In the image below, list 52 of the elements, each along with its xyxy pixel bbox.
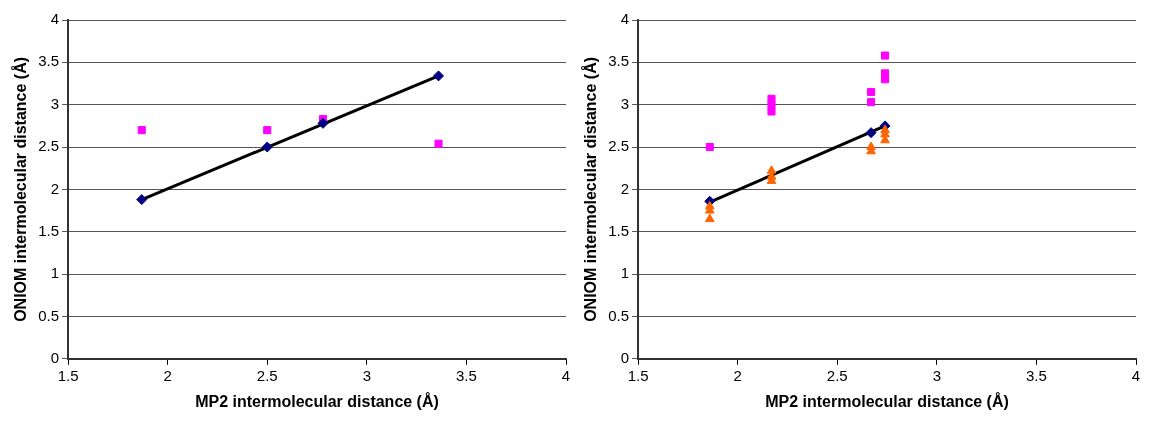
x-tick-label: 2	[163, 366, 172, 384]
y-tick-label: 1.5	[608, 221, 630, 239]
y-axis-title: ONIOM intermolecular distance (Å)	[11, 56, 30, 322]
point	[881, 69, 890, 78]
y-tick-label: 3.5	[38, 52, 60, 70]
y-tick-label: 3	[620, 94, 630, 112]
point	[880, 124, 890, 134]
point	[704, 213, 715, 223]
x-tick-label: 2	[733, 366, 742, 384]
y-tick-label: 2.5	[608, 137, 630, 155]
point	[704, 200, 715, 210]
point	[261, 141, 273, 153]
y-tick-label: 0.5	[38, 306, 60, 324]
point	[867, 98, 876, 107]
x-tick-label: 3	[362, 366, 371, 384]
x-tick-label: 3	[932, 366, 941, 384]
point	[263, 126, 272, 135]
point	[866, 141, 876, 151]
x-axis-title: MP2 intermolecular distance (Å)	[765, 391, 1009, 410]
y-tick-label: 4	[620, 10, 630, 28]
x-tick-label: 3.5	[1025, 366, 1047, 384]
y-tick-label: 2	[50, 179, 60, 197]
y-tick-label: 0.5	[608, 306, 630, 324]
y-axis-title: ONIOM intermolecular distance (Å)	[581, 56, 600, 322]
y-tick-label: 0	[620, 348, 630, 366]
point	[705, 143, 714, 152]
point	[865, 127, 877, 139]
x-tick-label: 4	[561, 366, 571, 384]
x-axis-title: MP2 intermolecular distance (Å)	[195, 391, 439, 410]
x-tick-label: 4	[1131, 366, 1141, 384]
point	[881, 51, 890, 60]
point	[137, 126, 146, 135]
y-tick-label: 3.5	[608, 52, 630, 70]
point	[433, 70, 445, 82]
y-tick-label: 1.5	[38, 221, 60, 239]
point	[766, 165, 777, 174]
y-tick-label: 2.5	[38, 137, 60, 155]
x-tick-label: 3.5	[455, 366, 477, 384]
point	[434, 139, 443, 148]
y-tick-label: 3	[50, 94, 60, 112]
point	[867, 87, 876, 97]
point	[317, 117, 329, 129]
y-tick-label: 1	[620, 264, 630, 282]
x-tick-label: 2.5	[826, 366, 848, 384]
point	[767, 94, 776, 103]
y-tick-label: 1	[50, 264, 60, 282]
y-tick-label: 4	[50, 10, 60, 28]
x-tick-label: 2.5	[256, 366, 278, 384]
point	[136, 194, 148, 206]
y-tick-label: 0	[50, 348, 60, 366]
point	[767, 107, 776, 116]
y-tick-label: 2	[620, 179, 630, 197]
